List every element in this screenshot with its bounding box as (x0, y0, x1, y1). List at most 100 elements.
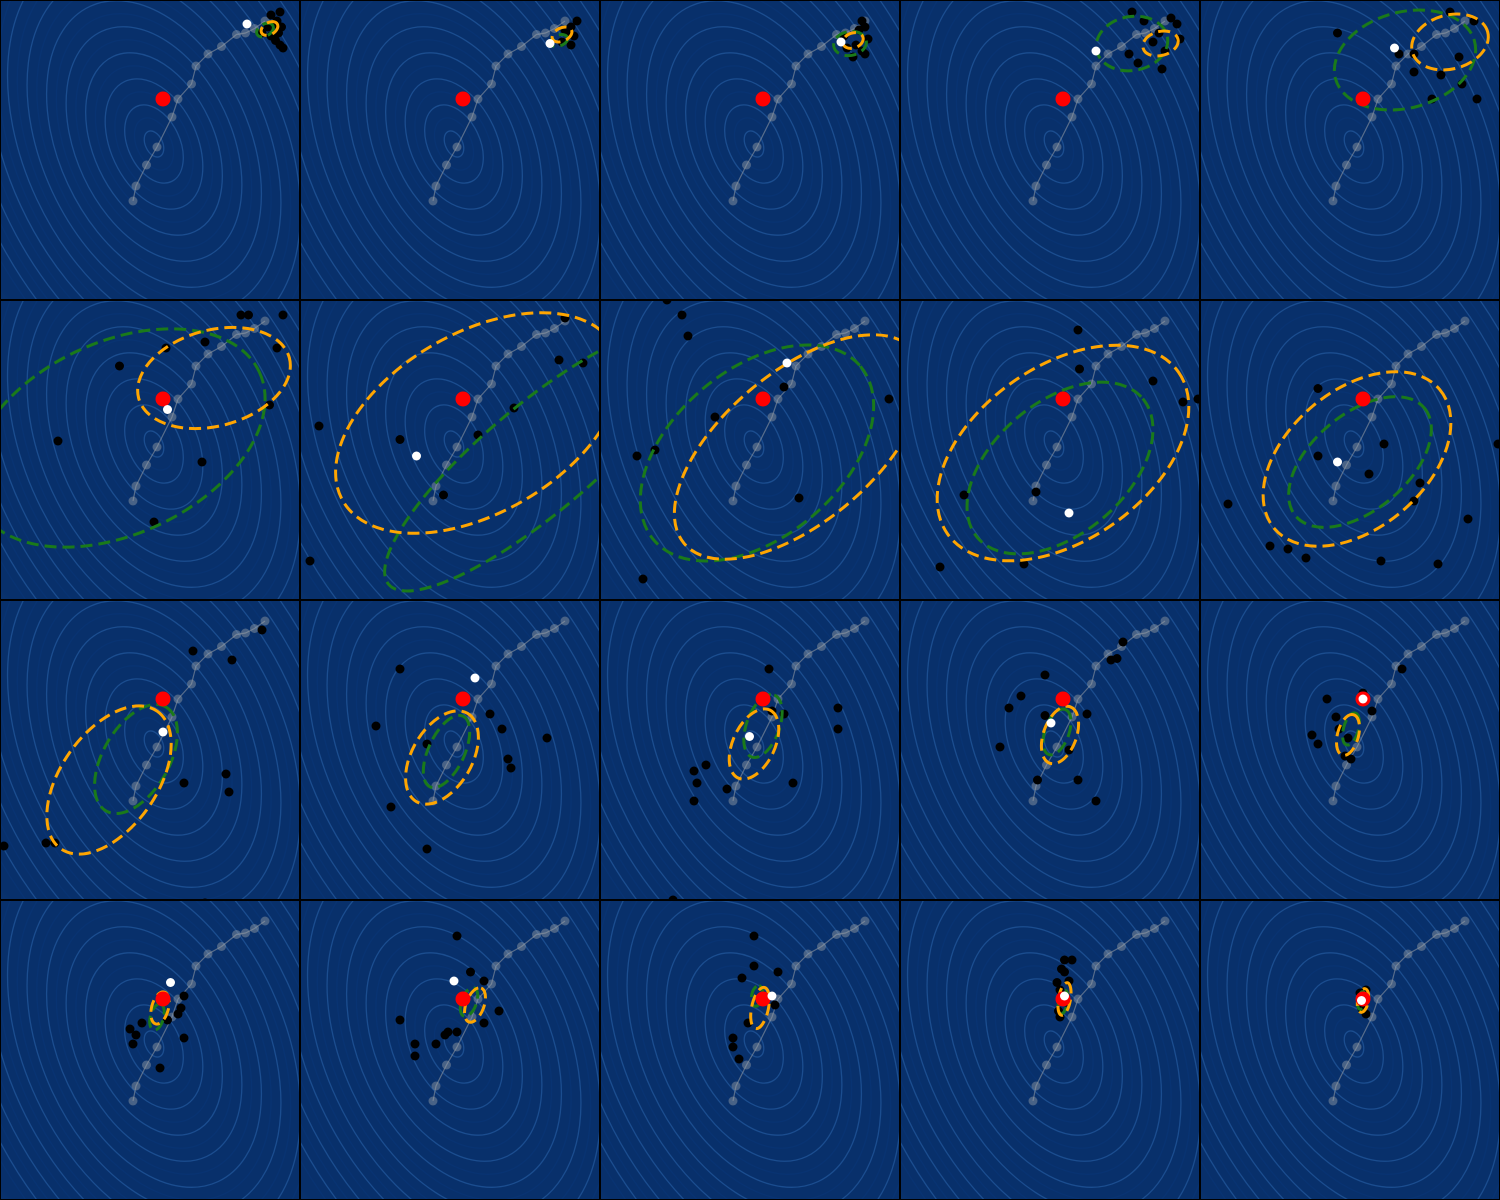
mean-history-point (767, 412, 777, 422)
best-sample-point (449, 976, 459, 986)
best-sample-point (1060, 991, 1069, 1001)
mean-history-point (187, 79, 196, 89)
mean-history-point (817, 642, 826, 651)
sample-point (1333, 28, 1342, 38)
covariance-ellipse-outer (1410, 12, 1490, 72)
objective-background (901, 601, 1199, 899)
sample-point (728, 1042, 738, 1052)
mean-history-point (1342, 160, 1351, 170)
covariance-ellipse-inner (832, 29, 868, 58)
sample-point (506, 763, 516, 773)
sample-point (833, 724, 843, 734)
mean-history-point (1091, 661, 1101, 671)
mean-history-point (742, 160, 751, 170)
mean-history-point (260, 616, 270, 626)
sample-point (1091, 796, 1101, 806)
mean-history-point (1391, 61, 1401, 71)
sample-point (1331, 712, 1341, 722)
mean-history-point (787, 79, 796, 89)
mean-history-point (560, 616, 570, 626)
panel-plot (1, 301, 299, 599)
panel-plot (1, 901, 299, 1199)
mean-history-point (791, 961, 801, 971)
mean-history-point (1028, 1096, 1038, 1106)
mean-history-point (1150, 324, 1159, 333)
optimum-marker (755, 91, 771, 107)
mean-history-point (1103, 349, 1113, 359)
mean-history-line (732, 620, 866, 802)
mean-history-point (550, 624, 559, 633)
mean-history-point (1141, 628, 1150, 638)
optimum-marker (155, 391, 171, 407)
mean-history-point (467, 412, 477, 422)
mean-history-point (1073, 994, 1083, 1004)
mean-history-point (850, 924, 859, 933)
sample-point (722, 784, 732, 794)
mean-history-point (541, 628, 550, 638)
sample-point (662, 301, 672, 305)
sample-point (1436, 70, 1446, 80)
mean-history-point (191, 661, 201, 671)
mean-history-point (550, 324, 559, 333)
sample-point (265, 400, 274, 410)
mean-history-point (1441, 928, 1450, 938)
mean-history-point (550, 924, 559, 933)
sample-point (959, 490, 969, 500)
mean-history-point (452, 1042, 462, 1052)
covariance-ellipse-inner (93, 702, 179, 816)
mean-history-point (541, 928, 550, 938)
covariance-ellipse-outer (749, 985, 771, 1031)
sample-point (155, 1063, 165, 1073)
mean-history-point (203, 349, 213, 359)
mean-history-point (850, 624, 859, 633)
mean-history-point (1342, 1060, 1351, 1070)
covariance-ellipse-outer (1039, 704, 1081, 766)
sample-point (710, 412, 720, 422)
sample-point (572, 16, 582, 26)
sample-point (677, 310, 687, 320)
mean-history-line (132, 920, 266, 1102)
sample-point (202, 898, 208, 899)
mean-history-point (131, 481, 141, 491)
mean-history-point (1067, 112, 1077, 122)
sample-point (179, 778, 189, 788)
mean-history-point (191, 361, 201, 371)
mean-history-point (728, 796, 738, 806)
mean-history-point (187, 979, 196, 989)
mean-history-point (241, 328, 250, 338)
mean-history-point (1450, 624, 1459, 633)
mean-history-point (1373, 994, 1383, 1004)
sample-point (395, 1015, 405, 1025)
mean-history-point (803, 949, 813, 959)
sample-point (1133, 58, 1143, 68)
mean-history-point (128, 496, 138, 506)
mean-history-point (260, 316, 270, 326)
sample-point (128, 1039, 138, 1049)
mean-history-point (128, 196, 138, 206)
best-sample-point (767, 991, 777, 1001)
objective-contours (1201, 901, 1499, 1199)
sample-point (1033, 775, 1042, 785)
mean-history-point (803, 49, 813, 59)
sample-point (244, 310, 253, 320)
mean-history-point (217, 342, 226, 351)
mean-history-point (1432, 630, 1441, 639)
mean-history-point (1417, 342, 1426, 351)
panel-plot (301, 301, 599, 599)
mean-history-point (832, 330, 841, 339)
sample-point (1313, 384, 1323, 393)
sample-point (689, 766, 699, 776)
sample-point (221, 769, 231, 779)
mean-history-point (860, 316, 870, 326)
optimum-marker (155, 91, 171, 107)
mean-history-point (532, 630, 541, 639)
sample-point (422, 844, 432, 854)
mean-history-point (442, 160, 451, 170)
sample-point (1118, 637, 1128, 647)
sample-point (692, 778, 702, 788)
panel-step-13 (600, 600, 900, 900)
sample-point (236, 310, 246, 320)
mean-history-point (1052, 142, 1062, 152)
sample-point (410, 1051, 420, 1061)
objective-background (1201, 601, 1499, 899)
